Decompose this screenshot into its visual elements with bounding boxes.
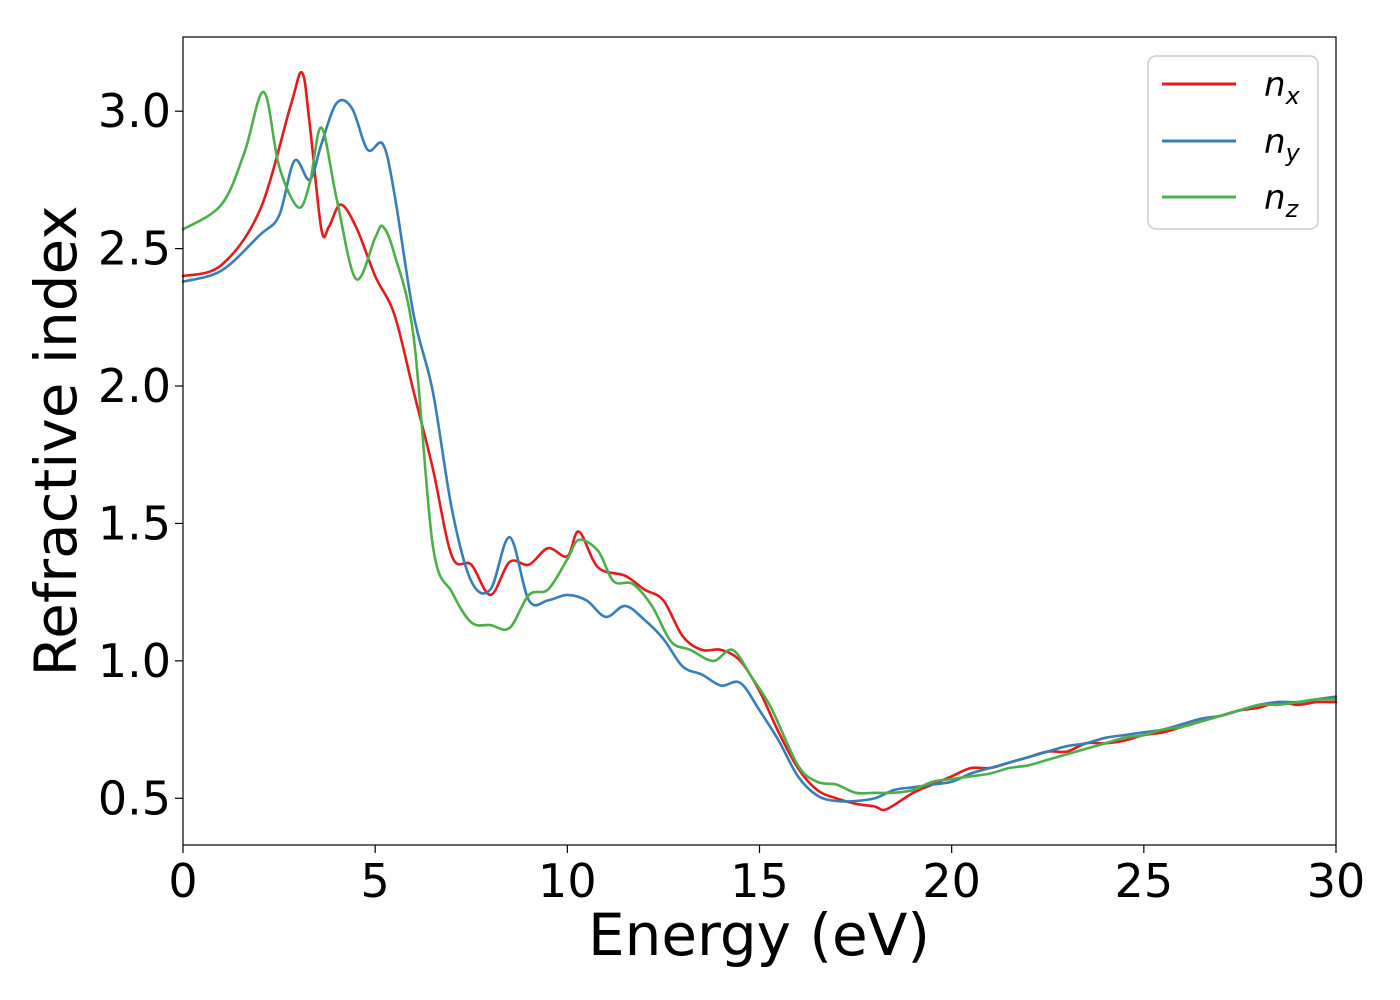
series-layer [181, 70, 1338, 812]
y-tick-label: 3.0 [98, 84, 171, 138]
y-tick-label: 1.5 [98, 496, 171, 550]
x-axis: 0 5 10 15 20 25 30 [168, 845, 1365, 908]
x-tick-label: 10 [538, 854, 597, 908]
y-axis-label: Refractive index [22, 205, 90, 676]
x-axis-label: Energy (eV) [588, 901, 930, 969]
legend-label: ny [1264, 122, 1301, 167]
y-tick-label: 2.0 [98, 359, 171, 413]
legend-label: nx [1264, 65, 1301, 110]
legend: nx ny nz [1147, 55, 1319, 230]
x-tick-label: 15 [730, 854, 789, 908]
x-tick-label: 30 [1307, 854, 1366, 908]
x-tick-label: 5 [361, 854, 390, 908]
legend-label: nz [1264, 178, 1300, 223]
x-tick-label: 0 [168, 854, 197, 908]
series-line-n-y [181, 98, 1338, 803]
y-tick-label: 1.0 [98, 634, 171, 688]
x-tick-label: 25 [1115, 854, 1174, 908]
y-axis: 0.5 1.0 1.5 2.0 2.5 3.0 [98, 84, 183, 825]
y-tick-label: 0.5 [98, 771, 171, 825]
series-line-n-z [181, 90, 1338, 795]
y-tick-label: 2.5 [98, 222, 171, 276]
x-tick-label: 20 [922, 854, 981, 908]
